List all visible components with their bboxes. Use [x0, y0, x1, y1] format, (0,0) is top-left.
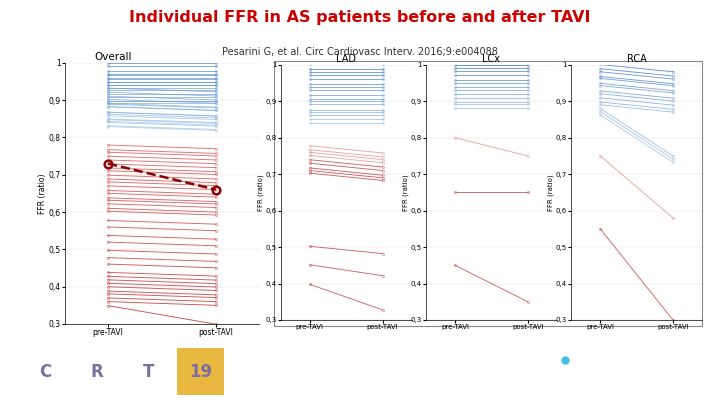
Title: RCA: RCA [626, 54, 647, 64]
Text: Pesarini G, et al. Circ Cardiovasc Interv. 2016;9:e004088: Pesarini G, et al. Circ Cardiovasc Inter… [222, 47, 498, 57]
Y-axis label: FFR (ratio): FFR (ratio) [548, 174, 554, 211]
Bar [177, 348, 224, 395]
Text: online.org: online.org [572, 362, 635, 375]
Text: Overall: Overall [94, 52, 132, 62]
Text: Individual FFR in AS patients before and after TAVI: Individual FFR in AS patients before and… [130, 10, 590, 25]
Y-axis label: FFR (ratio): FFR (ratio) [38, 173, 47, 214]
Y-axis label: FFR (ratio): FFR (ratio) [402, 174, 409, 211]
Text: C: C [39, 362, 51, 381]
Text: CRT: CRT [504, 361, 536, 376]
Y-axis label: FFR (ratio): FFR (ratio) [258, 174, 264, 211]
Bar [73, 348, 120, 395]
Title: LAD: LAD [336, 54, 356, 64]
Text: R: R [91, 362, 103, 381]
Text: T: T [143, 362, 154, 381]
Title: LCx: LCx [482, 54, 500, 64]
Bar [22, 348, 68, 395]
Bar [125, 348, 172, 395]
Text: 19: 19 [189, 362, 212, 381]
